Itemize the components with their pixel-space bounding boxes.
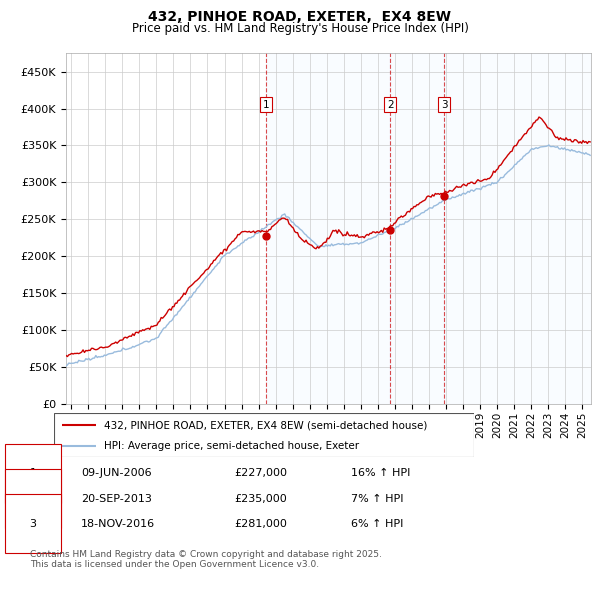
Bar <box>266 53 390 404</box>
Text: Contains HM Land Registry data © Crown copyright and database right 2025.
This d: Contains HM Land Registry data © Crown c… <box>30 550 382 569</box>
FancyBboxPatch shape <box>54 413 474 457</box>
Text: £227,000: £227,000 <box>234 468 287 478</box>
Text: 1: 1 <box>263 100 269 110</box>
Text: 1: 1 <box>29 468 37 478</box>
Text: 3: 3 <box>441 100 448 110</box>
Bar <box>444 53 591 404</box>
Text: 7% ↑ HPI: 7% ↑ HPI <box>351 494 404 503</box>
Text: HPI: Average price, semi-detached house, Exeter: HPI: Average price, semi-detached house,… <box>104 441 359 451</box>
Text: 16% ↑ HPI: 16% ↑ HPI <box>351 468 410 478</box>
Text: 6% ↑ HPI: 6% ↑ HPI <box>351 519 403 529</box>
Text: Price paid vs. HM Land Registry's House Price Index (HPI): Price paid vs. HM Land Registry's House … <box>131 22 469 35</box>
Text: 432, PINHOE ROAD, EXETER,  EX4 8EW: 432, PINHOE ROAD, EXETER, EX4 8EW <box>149 10 452 24</box>
Text: 09-JUN-2006: 09-JUN-2006 <box>81 468 152 478</box>
Text: £281,000: £281,000 <box>234 519 287 529</box>
Bar <box>390 53 444 404</box>
Text: 18-NOV-2016: 18-NOV-2016 <box>81 519 155 529</box>
Text: £235,000: £235,000 <box>234 494 287 503</box>
Text: 20-SEP-2013: 20-SEP-2013 <box>81 494 152 503</box>
Text: 3: 3 <box>29 519 37 529</box>
Text: 432, PINHOE ROAD, EXETER, EX4 8EW (semi-detached house): 432, PINHOE ROAD, EXETER, EX4 8EW (semi-… <box>104 421 428 430</box>
Text: 2: 2 <box>29 494 37 503</box>
Text: 2: 2 <box>387 100 394 110</box>
